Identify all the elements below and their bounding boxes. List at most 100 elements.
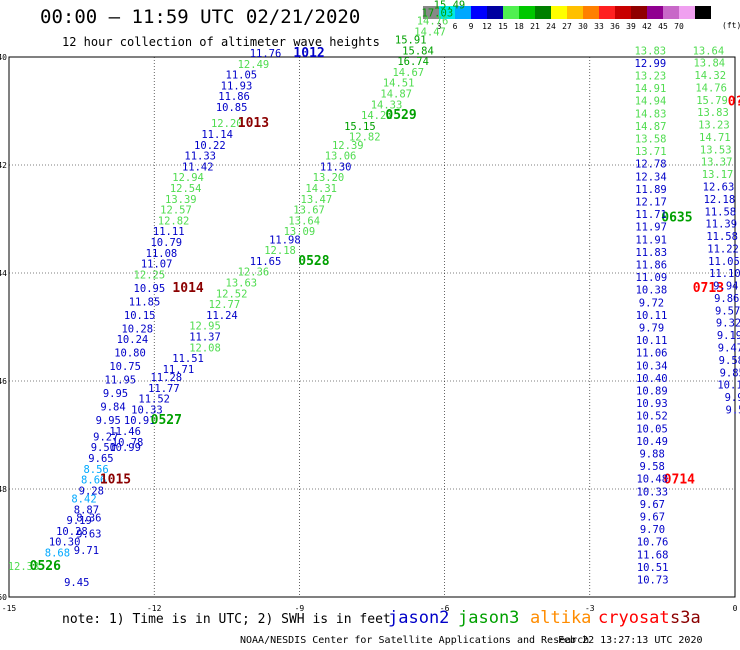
swh-value: 10.48 (636, 474, 668, 486)
swh-value: 9.95 (103, 388, 128, 400)
colorbar-swatch (567, 6, 583, 19)
colorbar-swatch (631, 6, 647, 19)
swh-value: 13.64 (693, 45, 725, 57)
swh-value: 10.38 (636, 285, 668, 297)
y-tick-label: -42 (0, 161, 7, 170)
swh-value: 9.72 (639, 297, 664, 309)
swh-value: 11.89 (635, 184, 667, 196)
swh-value: 12.57 (160, 205, 192, 217)
swh-value: 10.33 (637, 486, 669, 498)
swh-value: 12.49 (238, 59, 270, 71)
swh-value: 11.42 (182, 161, 214, 173)
swh-value: 9.71 (74, 545, 99, 557)
colorbar-labels: 3 6 9 12 15 18 21 24 27 30 33 36 39 42 45 70 (423, 22, 740, 32)
colorbar-label: 9 (468, 22, 474, 31)
swh-value: 8.66 (81, 475, 106, 487)
colorbar-swatch (695, 6, 711, 19)
swh-value: 9.45 (64, 577, 89, 589)
x-tick-label: 0 (733, 604, 738, 613)
swh-value: 14.22 (361, 110, 393, 122)
y-tick-label: -50 (0, 593, 7, 602)
swh-value: 8.36 (76, 512, 101, 524)
colorbar-swatch (439, 6, 455, 19)
swh-value: 9.67 (640, 512, 665, 524)
swh-value: 12.63 (703, 182, 735, 194)
swh-value: 14.87 (635, 121, 667, 133)
swh-value: 13.23 (635, 71, 667, 83)
swh-value: 11.77 (148, 383, 180, 395)
swh-value: 11.37 (189, 332, 221, 344)
colorbar-swatch (551, 6, 567, 19)
swh-value: 10.34 (636, 360, 668, 372)
pass-time-label: 0714 (664, 473, 695, 488)
swh-value: 10.93 (636, 398, 668, 410)
swh-value: 11.97 (635, 222, 667, 234)
swh-value: 9.70 (640, 524, 665, 536)
map-subtitle: 12 hour collection of altimeter wave hei… (62, 35, 380, 49)
swh-value: 12.39 (332, 140, 364, 152)
swh-value: 15.15 (344, 121, 376, 133)
swh-value: 12.36 (238, 267, 270, 279)
swh-value: 13.39 (165, 194, 197, 206)
colorbar-swatch (647, 6, 663, 19)
swh-value: 9.50 (91, 442, 116, 454)
colorbar-swatch (615, 6, 631, 19)
swh-value: 9.86 (714, 293, 739, 305)
legend-cryosat: cryosat (598, 608, 670, 628)
x-tick-label: -6 (440, 604, 450, 613)
timestamp: Feb 22 13:27:13 UTC 2020 (558, 635, 703, 646)
swh-value: 10.28 (56, 526, 88, 538)
swh-value: 13.06 (325, 151, 357, 163)
swh-value: 13.71 (635, 146, 667, 158)
swh-value: 10.30 (49, 537, 81, 549)
colorbar-label: 15 (498, 22, 508, 31)
swh-value: 10.52 (636, 411, 668, 423)
colorbar-label: 3 (436, 22, 442, 31)
pass-time-label: 1012 (293, 46, 324, 61)
swh-value: 14.76 (417, 16, 449, 28)
swh-value: 11.98 (269, 234, 301, 246)
swh-value: 10.15 (124, 310, 156, 322)
swh-value: 12.25 (134, 269, 166, 281)
pass-time-label: 0527 (151, 413, 182, 428)
colorbar-swatch (583, 6, 599, 19)
swh-value: 8.87 (74, 504, 99, 516)
swh-value: 9.79 (639, 323, 664, 335)
swh-value: 14.71 (699, 132, 731, 144)
colorbar-label: 36 (610, 22, 620, 31)
swh-value: 14.67 (392, 67, 424, 79)
swh-value: 9.5 (726, 404, 740, 416)
swh-value: 11.85 (129, 296, 161, 308)
swh-value: 12.99 (635, 58, 667, 70)
colorbar-label: 27 (562, 22, 572, 31)
colorbar-label: 42 (642, 22, 652, 31)
swh-value: 9.47 (718, 342, 740, 354)
credit-line: NOAA/NESDIS Center for Satellite Applica… (240, 635, 590, 646)
swh-value: 14.83 (635, 108, 667, 120)
swh-value: 11.51 (172, 353, 204, 365)
y-tick-label: -48 (0, 485, 7, 494)
swh-value: 13.37 (701, 157, 733, 169)
swh-value: 10.24 (117, 334, 149, 346)
swh-value: 10.91 (124, 415, 156, 427)
swh-value: 10.76 (637, 537, 669, 549)
colorbar-swatch (535, 6, 551, 19)
swh-value: 12.54 (170, 183, 202, 195)
swh-value: 11.52 (138, 394, 170, 406)
swh-value: 14.51 (383, 78, 415, 90)
swh-value: 11.46 (109, 426, 141, 438)
swh-value: 9.88 (639, 449, 664, 461)
swh-value: 11.08 (146, 248, 178, 260)
swh-value: 13.17 (702, 169, 734, 181)
swh-value: 11.86 (635, 260, 667, 272)
swh-value: 9.84 (100, 402, 125, 414)
swh-value: 10.49 (636, 436, 668, 448)
swh-value: 10.89 (636, 386, 668, 398)
swh-value: 12.18 (704, 194, 736, 206)
swh-value: 15.91 (395, 35, 427, 47)
swh-value: 11.91 (635, 234, 667, 246)
swh-value: 14.87 (380, 89, 412, 101)
swh-value: 12.94 (172, 172, 204, 184)
swh-value: 10.95 (134, 283, 166, 295)
colorbar-label: 24 (546, 22, 556, 31)
